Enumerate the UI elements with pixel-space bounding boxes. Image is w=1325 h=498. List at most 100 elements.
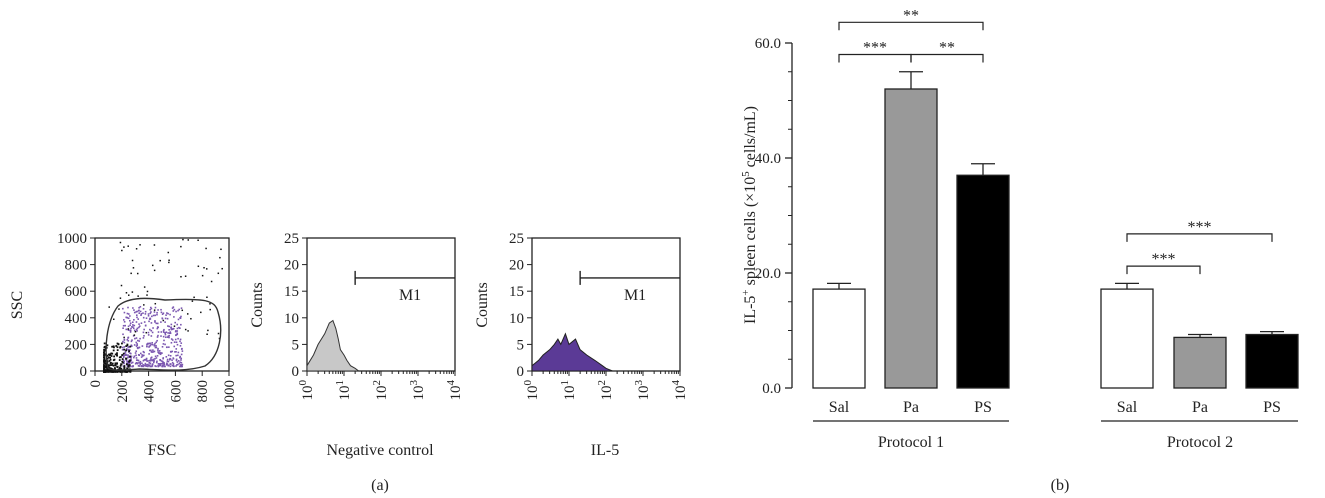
scatter-point-ungated [103,342,106,345]
histogram-x-tick-label: 101 [559,380,578,401]
scatter-point-gated [122,327,124,330]
histogram-y-tick-label: 15 [284,284,299,300]
scatter-point-gated [177,360,180,362]
scatter-point-ungated [109,369,112,371]
histogram-y-tick-label: 20 [284,258,299,274]
scatter-x-tick-label: 800 [195,380,211,403]
bar [1245,333,1299,389]
scatter-point-gated [165,314,167,316]
scatter-point-gated [123,352,126,355]
histogram-il5-m1-marker: M1 [579,270,680,304]
scatter-point-gated [167,354,170,357]
scatter-point-gated [159,363,161,365]
scatter-point-gated [135,314,138,316]
scatter-point-sparse [180,275,182,278]
scatter-point-gated [173,341,176,343]
scatter-point-gated [152,314,155,317]
scatter-point-sparse [209,303,211,305]
scatter-point-gated [168,336,170,339]
scatter-point-gated [150,357,152,359]
scatter-point-sparse [187,330,189,332]
scatter-point-gated [151,331,154,334]
scatter-point-gated [135,321,138,323]
scatter-point-gated [152,358,155,361]
scatter-point-ungated [121,360,124,363]
scatter-point-gated [154,321,156,323]
scatter-point-ungated [108,353,110,356]
histogram-il5-y-ticks: 0 5 10 15 20 25 [509,231,532,380]
scatter-point-gated [123,338,126,341]
scatter-point-gated [149,306,152,309]
scatter-point-ungated [105,363,107,366]
scatter-point-gated [142,307,145,310]
scatter-point-ungated [109,370,111,373]
scatter-point-gated [148,349,151,352]
scatter-point-gated [137,318,140,320]
scatter-x-label: FSC [148,442,176,459]
scatter-point-gated [176,343,179,346]
scatter-point-ungated [110,355,113,357]
scatter-point-ungated [113,355,116,358]
scatter-point-gated [123,311,126,314]
histogram-negative-y-ticks: 0 5 10 15 20 25 [284,231,307,380]
scatter-gate [105,297,222,371]
scatter-point-ungated [110,352,113,355]
scatter-point-sparse [146,294,148,296]
scatter-point-gated [162,365,164,368]
scatter-point-gated [130,352,132,355]
scatter-point-ungated [116,362,118,365]
scatter-point-gated [146,363,148,366]
scatter-point-gated [138,361,140,364]
scatter-point-gated [154,346,157,349]
scatter-point-gated [158,352,161,355]
scatter-point-sparse [187,239,190,241]
scatter-point-gated [177,351,180,354]
scatter-point-gated [163,365,166,368]
scatter-point-gated [154,365,156,367]
scatter-point-gated [132,327,135,330]
scatter-point-gated [177,318,180,321]
scatter-point-gated [151,359,153,361]
scatter-point-gated [150,322,153,324]
histogram-x-tick-exponent: 1 [559,380,571,386]
scatter-point-sparse [209,308,211,311]
scatter-point-ungated [103,357,106,360]
scatter-point-ungated [121,358,124,360]
scatter-point-ungated [123,348,126,351]
scatter-x-tick-label: 1000 [222,380,238,410]
scatter-point-ungated [126,367,128,370]
scatter-point-gated [136,316,138,319]
scatter-point-sparse [180,245,182,248]
scatter-point-gated [151,341,153,344]
scatter-point-gated [148,359,151,362]
scatter-point-gated [175,334,177,337]
scatter-point-ungated [103,361,106,364]
scatter-point-gated [147,360,149,362]
scatter-point-gated [162,312,165,315]
scatter-point-gated [155,341,157,344]
scatter-point-gated [135,357,138,359]
scatter-point-gated [130,362,133,364]
scatter-point-sparse [118,308,120,310]
scatter-point-gated [134,352,137,354]
scatter-point-ungated [121,354,124,356]
scatter-point-ungated [116,353,118,356]
scatter-point-gated [172,364,175,366]
scatter-point-gated [136,347,139,349]
scatter-point-gated [163,328,165,331]
scatter-point-ungated [103,367,105,370]
scatter-point-ungated [129,345,132,348]
scatter-point-sparse [139,244,141,246]
scatter-point-ungated [128,360,130,363]
scatter-point-gated [162,330,165,332]
scatter-point-gated [181,363,184,366]
scatter-point-gated [151,351,153,353]
scatter-point-gated [176,332,179,335]
scatter-point-gated [149,318,152,320]
scatter-point-gated [173,345,176,348]
scatter-point-gated [177,309,179,312]
histogram-x-tick-base: 10 [562,386,578,401]
scatter-point-gated [175,358,178,361]
scatter-point-gated [151,343,154,346]
scatter-point-sparse [151,264,154,267]
